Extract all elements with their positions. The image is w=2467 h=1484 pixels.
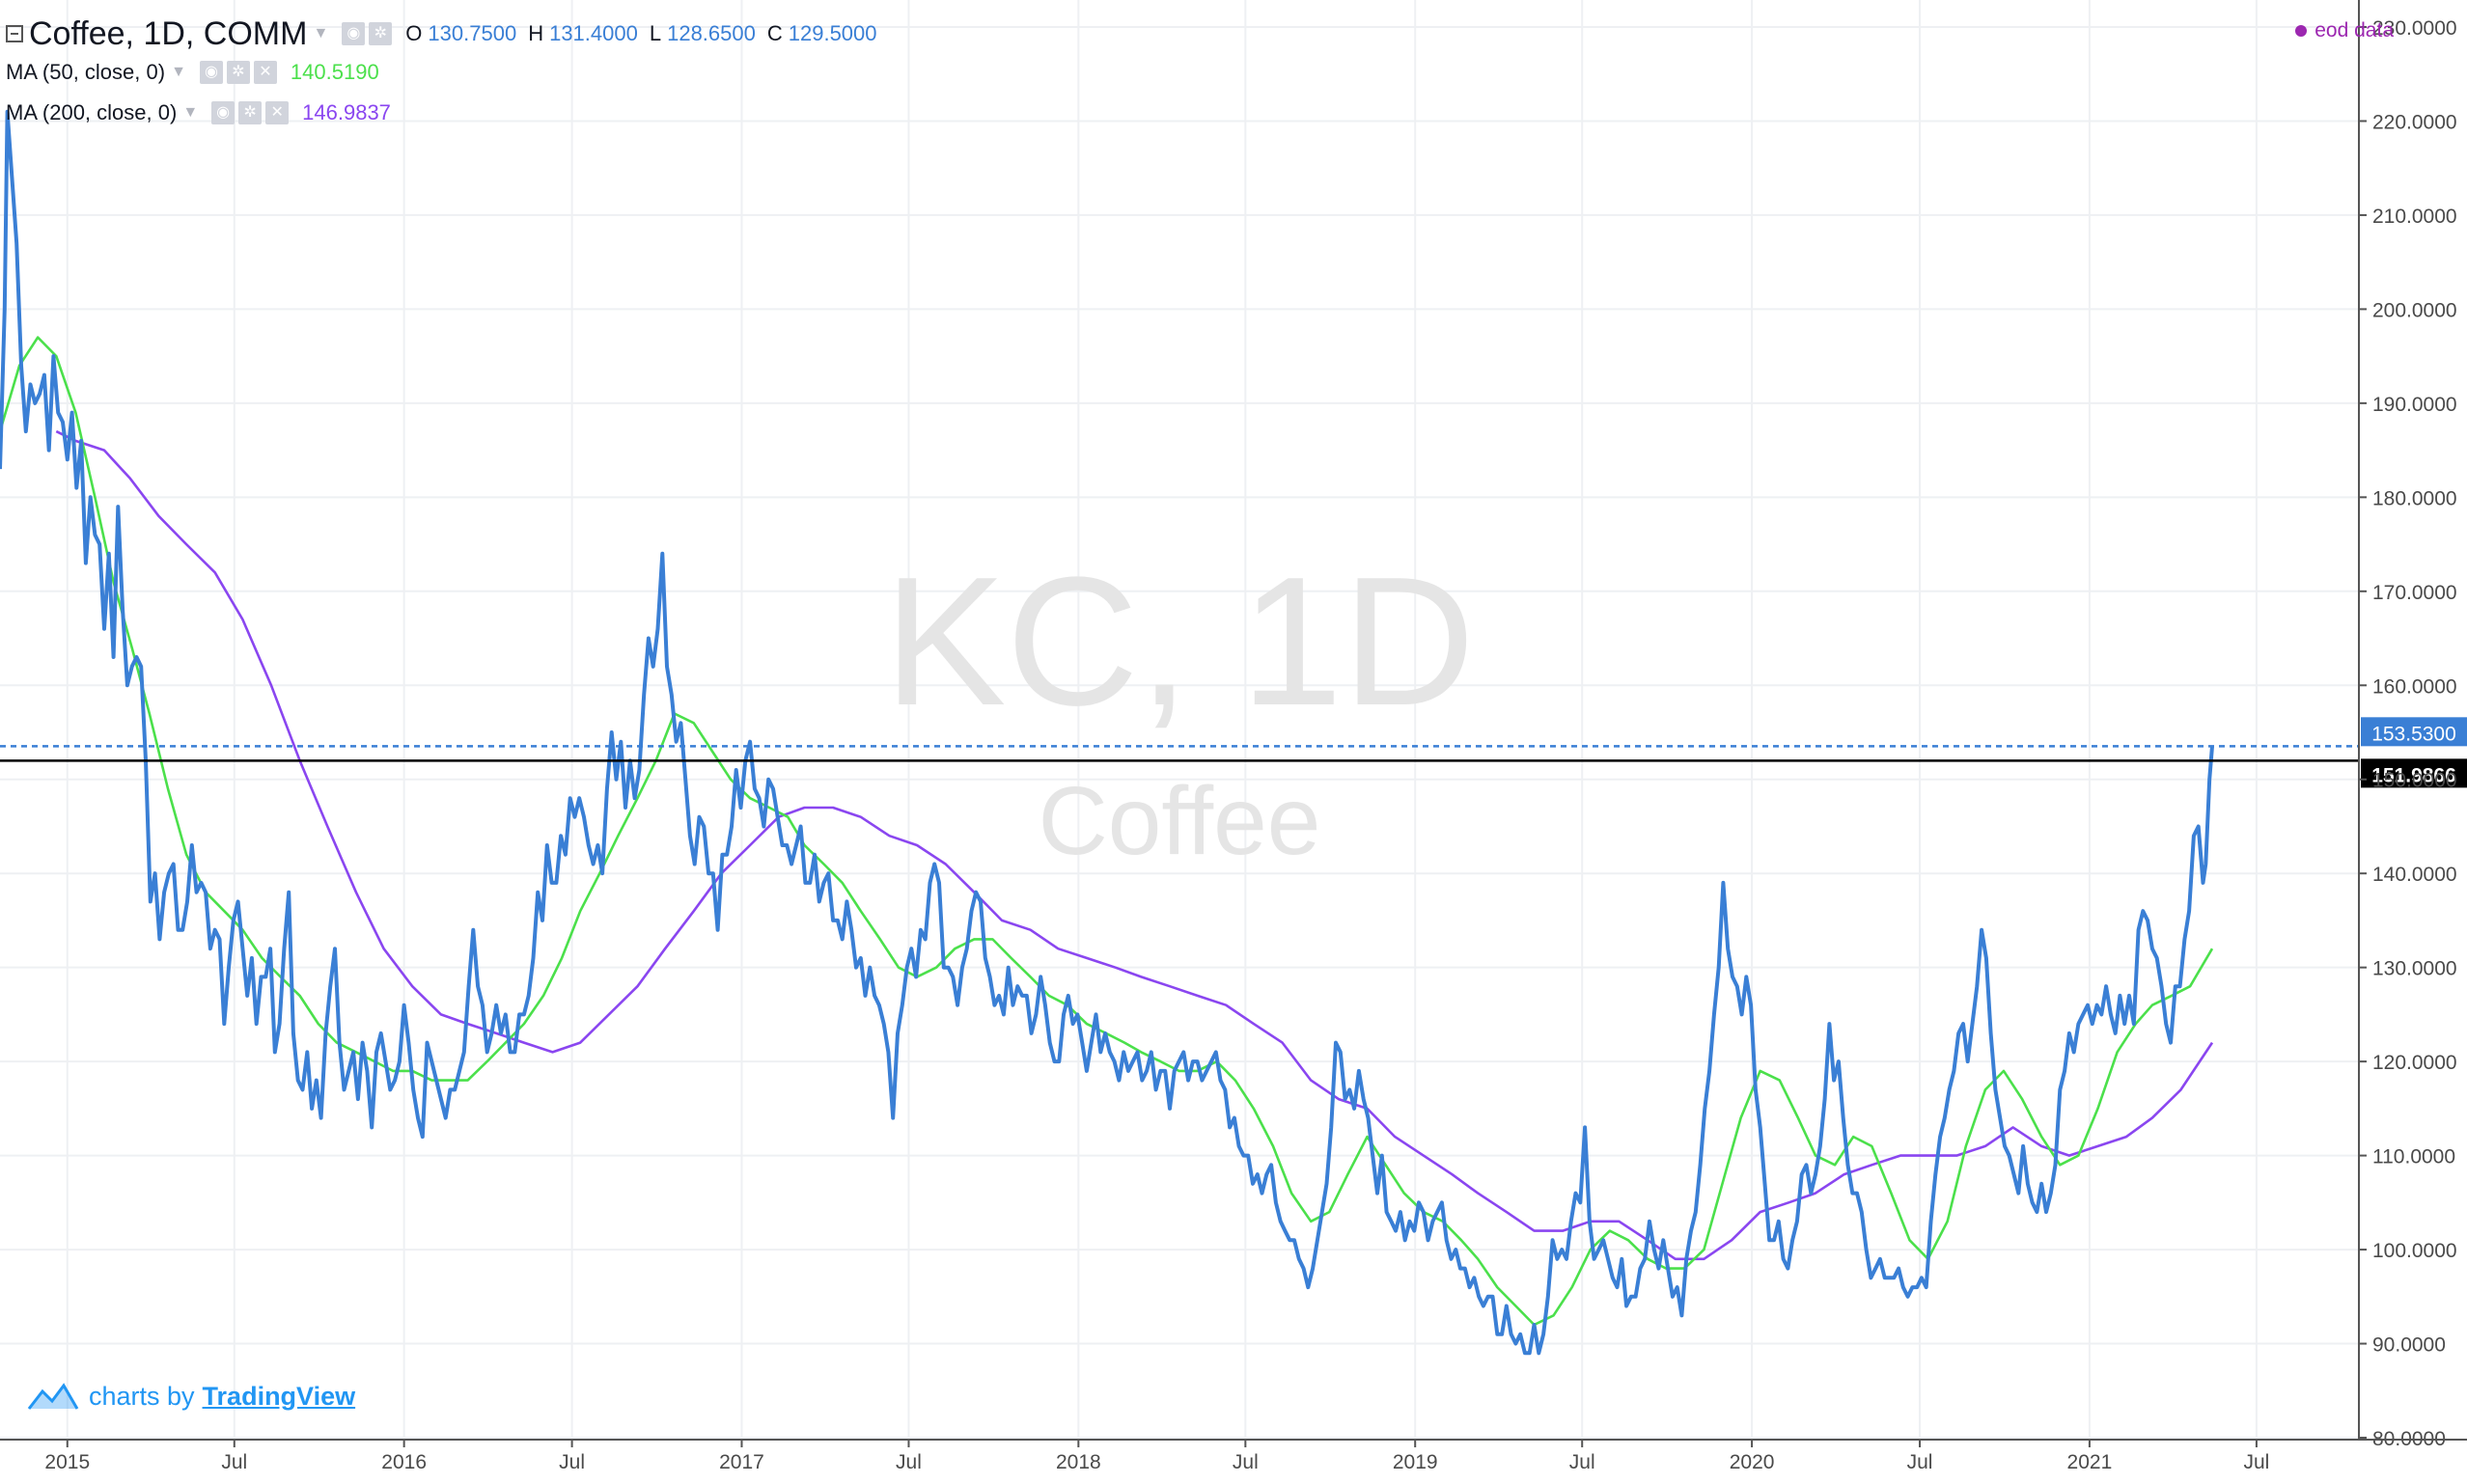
y-tick-label: 160.0000 bbox=[2372, 675, 2457, 698]
ma50-legend: MA (50, close, 0) ▼ ◉ ✲ ✕ 140.5190 bbox=[6, 56, 379, 89]
y-tick-label: 90.0000 bbox=[2372, 1334, 2446, 1357]
ohlc-close: C 129.5000 bbox=[767, 21, 877, 46]
branding: charts by TradingView bbox=[27, 1380, 355, 1413]
chart-grid bbox=[0, 0, 2359, 1440]
watermark: KC, 1D Coffee bbox=[884, 539, 1475, 875]
y-tick-label: 120.0000 bbox=[2372, 1052, 2457, 1074]
y-tick-label: 220.0000 bbox=[2372, 111, 2457, 133]
ohlc-low-value: 128.6500 bbox=[667, 21, 756, 45]
x-tick-label: 2016 bbox=[381, 1451, 427, 1473]
y-tick-label: 140.0000 bbox=[2372, 864, 2457, 886]
y-tick-label: 210.0000 bbox=[2372, 206, 2457, 228]
y-tick-label: 110.0000 bbox=[2372, 1146, 2455, 1168]
symbol-title[interactable]: Coffee, 1D, COMM bbox=[29, 14, 308, 52]
tradingview-link[interactable]: TradingView bbox=[202, 1381, 356, 1411]
ohlc-low-label: L bbox=[649, 21, 662, 45]
ma200-name[interactable]: MA (200, close, 0) bbox=[6, 100, 178, 124]
y-tick-label: 170.0000 bbox=[2372, 582, 2457, 604]
x-tick-label: 2019 bbox=[1393, 1451, 1438, 1473]
ohlc-high-value: 131.4000 bbox=[549, 21, 638, 45]
ohlc-high: H 131.4000 bbox=[528, 21, 638, 46]
ma200-controls: ◉ ✲ ✕ bbox=[211, 101, 290, 124]
x-tick-label: Jul bbox=[2243, 1451, 2269, 1473]
ohlc-close-value: 129.5000 bbox=[788, 21, 877, 45]
x-tick-label: 2018 bbox=[1056, 1451, 1101, 1473]
ohlc-close-label: C bbox=[766, 21, 783, 45]
y-tick-label: 190.0000 bbox=[2372, 394, 2457, 416]
gear-icon[interactable]: ✲ bbox=[226, 61, 250, 84]
ma200-legend: MA (200, close, 0) ▼ ◉ ✲ ✕ 146.9837 bbox=[6, 96, 391, 129]
y-tick-label: 100.0000 bbox=[2372, 1240, 2457, 1262]
watermark-ticker: KC, 1D bbox=[884, 539, 1475, 744]
x-tick-label: Jul bbox=[559, 1451, 585, 1473]
chevron-down-icon[interactable]: ▼ bbox=[182, 104, 199, 121]
eye-icon[interactable]: ◉ bbox=[342, 22, 366, 45]
price-line[interactable] bbox=[0, 109, 2214, 1356]
x-tick-label: 2021 bbox=[2067, 1451, 2113, 1473]
ma50-controls: ◉ ✲ ✕ bbox=[199, 61, 277, 84]
chevron-down-icon[interactable]: ▼ bbox=[171, 64, 186, 80]
x-tick-label: 2015 bbox=[44, 1451, 90, 1473]
ma200-value: 146.9837 bbox=[302, 100, 391, 124]
branding-prefix: charts by bbox=[89, 1381, 195, 1411]
series-controls: ◉ ✲ bbox=[342, 22, 393, 45]
x-tick-label: 2020 bbox=[1730, 1451, 1775, 1473]
price-level-label: 151.9866 bbox=[2371, 764, 2456, 786]
source-badge: eod data bbox=[2295, 19, 2394, 42]
main-series-legend: Coffee, 1D, COMM ▼ ◉ ✲ O 130.7500 H 131.40… bbox=[6, 14, 889, 52]
last-price-label: 153.5300 bbox=[2371, 723, 2456, 745]
ohlc-open: O 130.7500 bbox=[405, 21, 516, 46]
ohlc-open-value: 130.7500 bbox=[428, 21, 517, 45]
x-tick-label: Jul bbox=[896, 1451, 922, 1473]
x-tick-label: Jul bbox=[221, 1451, 247, 1473]
watermark-name: Coffee bbox=[1039, 767, 1321, 875]
y-tick-label: 150.0000 bbox=[2372, 770, 2457, 792]
last-price-tag bbox=[2361, 717, 2467, 747]
y-tick-label: 180.0000 bbox=[2372, 487, 2457, 509]
ma50-name[interactable]: MA (50, close, 0) bbox=[6, 60, 166, 84]
x-tick-label: 2017 bbox=[719, 1451, 764, 1473]
x-tick-label: Jul bbox=[1907, 1451, 1933, 1473]
ohlc-open-label: O bbox=[405, 21, 423, 45]
ohlc-low: L 128.6500 bbox=[650, 21, 756, 46]
ma50-value: 140.5190 bbox=[290, 60, 379, 84]
x-tick-label: Jul bbox=[1233, 1451, 1259, 1473]
eye-icon[interactable]: ◉ bbox=[211, 101, 236, 124]
y-tick-label: 130.0000 bbox=[2372, 958, 2457, 980]
collapse-legend-icon[interactable] bbox=[6, 25, 23, 42]
ohlc-high-label: H bbox=[528, 21, 544, 45]
close-icon[interactable]: ✕ bbox=[265, 101, 290, 124]
chevron-down-icon[interactable]: ▼ bbox=[313, 25, 329, 41]
gear-icon[interactable]: ✲ bbox=[238, 101, 263, 124]
price-level-tag bbox=[2361, 758, 2467, 788]
horizontal-lines: 153.5300 151.9866 bbox=[0, 717, 2467, 788]
eye-icon[interactable]: ◉ bbox=[199, 61, 223, 84]
y-tick-label: 200.0000 bbox=[2372, 299, 2457, 321]
series-layer bbox=[0, 109, 2214, 1356]
x-tick-label: Jul bbox=[1569, 1451, 1595, 1473]
time-axis: 2015 Jul 2016 Jul 2017 Jul 2018 Jul 2019 Jul 2020 J… bbox=[0, 1439, 2467, 1473]
gear-icon[interactable]: ✲ bbox=[369, 22, 393, 45]
close-icon[interactable]: ✕ bbox=[253, 61, 277, 84]
price-axis: 230.0000220.0000210.0000200.0000190.0000… bbox=[2358, 0, 2457, 1450]
tradingview-logo-icon bbox=[27, 1383, 79, 1410]
